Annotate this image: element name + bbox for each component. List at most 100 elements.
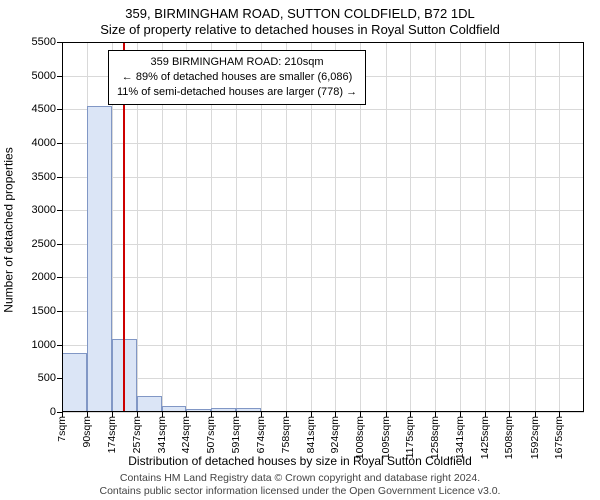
x-tick-label: 424sqm	[180, 416, 192, 453]
chart-container: 359, BIRMINGHAM ROAD, SUTTON COLDFIELD, …	[0, 0, 600, 500]
histogram-bar	[236, 408, 261, 412]
y-tick-label: 2000	[32, 271, 56, 283]
y-tick	[57, 210, 62, 211]
x-gridline	[87, 42, 88, 412]
y-tick	[57, 412, 62, 413]
x-tick-label: 758sqm	[280, 416, 292, 453]
y-tick-label: 1500	[32, 305, 56, 317]
annotation-line3: 11% of semi-detached houses are larger (…	[117, 85, 357, 100]
x-gridline	[410, 42, 411, 412]
x-tick	[137, 412, 138, 417]
x-tick	[485, 412, 486, 417]
x-gridline	[137, 42, 138, 412]
footer-line2: Contains public sector information licen…	[0, 485, 600, 498]
y-tick	[57, 177, 62, 178]
x-tick	[460, 412, 461, 417]
x-tick-label: 7sqm	[56, 416, 68, 442]
x-gridline	[360, 42, 361, 412]
y-tick-label: 5000	[32, 70, 56, 82]
annotation-line2: ← 89% of detached houses are smaller (6,…	[117, 70, 357, 85]
y-gridline	[62, 244, 584, 245]
x-tick-label: 257sqm	[131, 416, 143, 453]
x-tick	[509, 412, 510, 417]
histogram-bar	[87, 106, 112, 412]
y-tick-label: 3000	[32, 204, 56, 216]
y-tick	[57, 277, 62, 278]
x-gridline	[261, 42, 262, 412]
x-gridline	[62, 42, 63, 412]
x-tick	[360, 412, 361, 417]
histogram-bar	[211, 408, 236, 412]
y-tick-label: 3500	[32, 171, 56, 183]
histogram-bar	[137, 396, 162, 412]
x-tick	[410, 412, 411, 417]
y-tick	[57, 345, 62, 346]
x-tick	[87, 412, 88, 417]
x-tick-label: 1095sqm	[380, 416, 392, 459]
y-tick-label: 1000	[32, 339, 56, 351]
y-tick	[57, 378, 62, 379]
x-tick-label: 90sqm	[81, 416, 93, 448]
y-gridline	[62, 311, 584, 312]
y-gridline	[62, 76, 584, 77]
x-gridline	[386, 42, 387, 412]
property-marker-line	[123, 42, 125, 412]
x-gridline	[509, 42, 510, 412]
y-tick	[57, 109, 62, 110]
x-tick-label: 1175sqm	[404, 416, 416, 458]
x-gridline	[460, 42, 461, 412]
x-tick-label: 841sqm	[305, 416, 317, 453]
x-gridline	[236, 42, 237, 412]
x-tick-label: 1425sqm	[479, 416, 491, 459]
x-gridline	[485, 42, 486, 412]
y-gridline	[62, 109, 584, 110]
annotation-box: 359 BIRMINGHAM ROAD: 210sqm ← 89% of det…	[108, 50, 366, 105]
histogram-bar	[62, 353, 87, 412]
x-tick	[211, 412, 212, 417]
x-tick	[186, 412, 187, 417]
histogram-bar	[162, 406, 187, 412]
y-tick-label: 5500	[32, 36, 56, 48]
x-tick-label: 174sqm	[106, 416, 118, 453]
x-tick	[162, 412, 163, 417]
y-gridline	[62, 378, 584, 379]
x-gridline	[186, 42, 187, 412]
x-gridline	[535, 42, 536, 412]
plot-border	[62, 42, 584, 412]
ticks-layer: 0500100015002000250030003500400045005000…	[62, 42, 584, 412]
x-gridline	[335, 42, 336, 412]
y-tick-label: 2500	[32, 238, 56, 250]
x-gridline	[286, 42, 287, 412]
y-gridline	[62, 177, 584, 178]
x-tick-label: 924sqm	[329, 416, 341, 453]
x-gridline	[559, 42, 560, 412]
x-tick	[386, 412, 387, 417]
x-tick-label: 341sqm	[156, 416, 168, 453]
y-gridline	[62, 210, 584, 211]
x-tick-label: 1341sqm	[454, 416, 466, 459]
x-tick-label: 1675sqm	[553, 416, 565, 459]
y-gridline	[62, 277, 584, 278]
x-tick	[62, 412, 63, 417]
x-gridline	[112, 42, 113, 412]
y-gridline	[62, 42, 584, 43]
bars-layer	[62, 42, 584, 412]
x-tick	[535, 412, 536, 417]
x-tick-label: 507sqm	[205, 416, 217, 453]
chart-title-address: 359, BIRMINGHAM ROAD, SUTTON COLDFIELD, …	[0, 6, 600, 21]
marker-layer	[62, 42, 584, 412]
y-tick	[57, 76, 62, 77]
x-tick-label: 674sqm	[255, 416, 267, 453]
y-tick-label: 0	[50, 406, 56, 418]
x-gridline	[435, 42, 436, 412]
y-tick	[57, 143, 62, 144]
x-tick-label: 1258sqm	[429, 416, 441, 459]
y-tick	[57, 311, 62, 312]
y-tick-label: 4500	[32, 103, 56, 115]
x-tick-label: 1592sqm	[529, 416, 541, 459]
x-tick-label: 1508sqm	[503, 416, 515, 459]
y-tick	[57, 42, 62, 43]
annotation-layer: 359 BIRMINGHAM ROAD: 210sqm ← 89% of det…	[62, 42, 584, 412]
x-tick	[286, 412, 287, 417]
x-tick	[559, 412, 560, 417]
